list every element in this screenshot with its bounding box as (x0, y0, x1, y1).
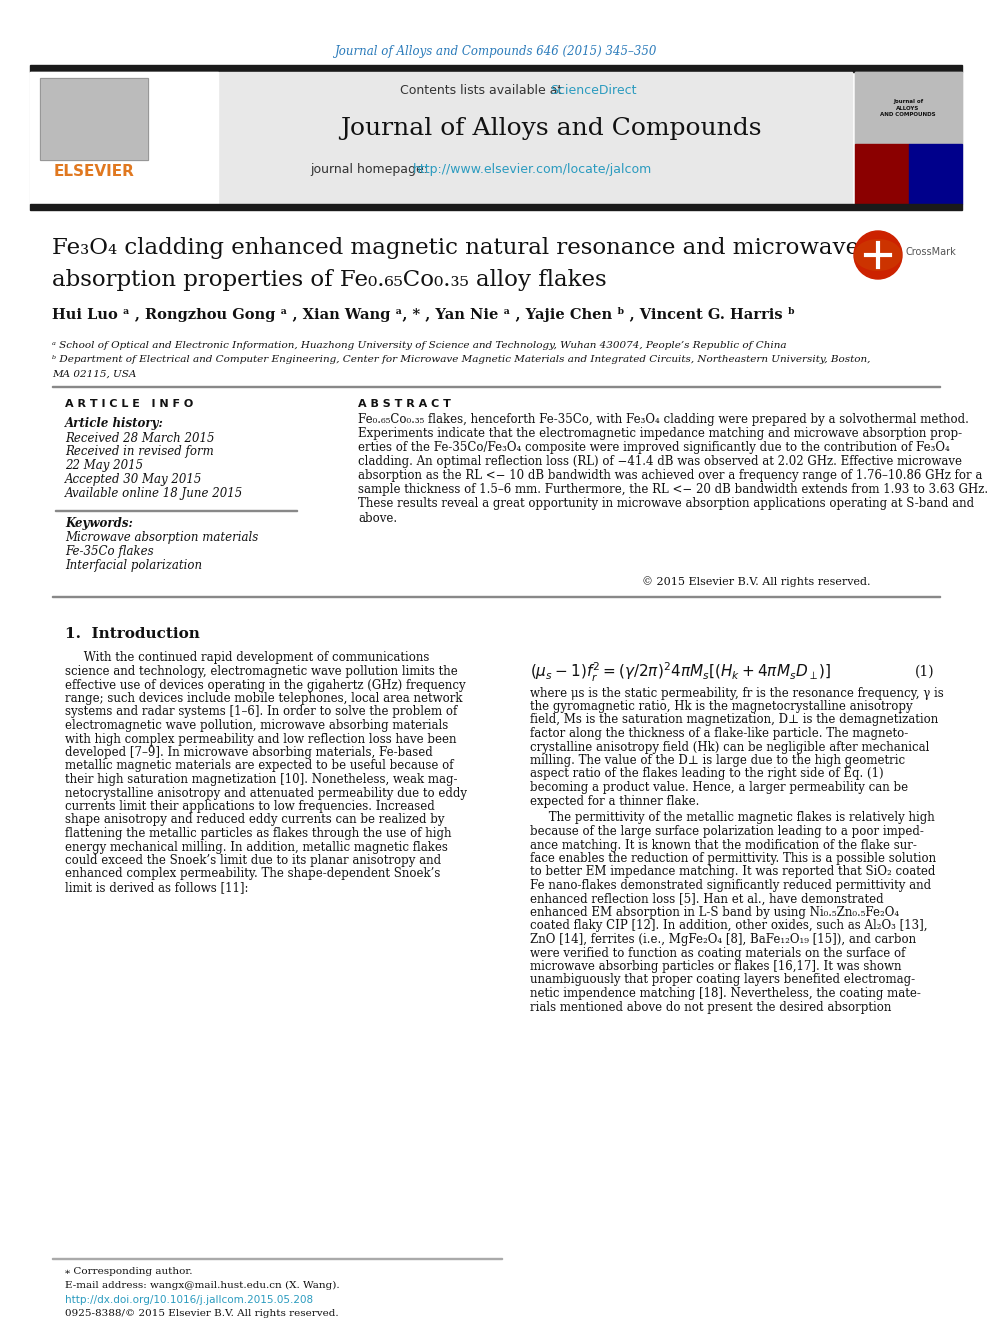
Text: Fe-35Co flakes: Fe-35Co flakes (65, 545, 154, 558)
Text: MA 02115, USA: MA 02115, USA (52, 369, 136, 378)
Text: absorption as the RL <− 10 dB bandwidth was achieved over a frequency range of 1: absorption as the RL <− 10 dB bandwidth … (358, 470, 982, 483)
Text: flattening the metallic particles as flakes through the use of high: flattening the metallic particles as fla… (65, 827, 451, 840)
Text: currents limit their applications to low frequencies. Increased: currents limit their applications to low… (65, 800, 434, 814)
Text: rials mentioned above do not present the desired absorption: rials mentioned above do not present the… (530, 1000, 892, 1013)
Text: Article history:: Article history: (65, 418, 164, 430)
Text: systems and radar systems [1–6]. In order to solve the problem of: systems and radar systems [1–6]. In orde… (65, 705, 457, 718)
Text: with high complex permeability and low reflection loss have been: with high complex permeability and low r… (65, 733, 456, 745)
Text: 0925-8388/© 2015 Elsevier B.V. All rights reserved.: 0925-8388/© 2015 Elsevier B.V. All right… (65, 1308, 338, 1318)
Text: Received in revised form: Received in revised form (65, 446, 213, 459)
Text: metallic magnetic materials are expected to be useful because of: metallic magnetic materials are expected… (65, 759, 453, 773)
Text: sample thickness of 1.5–6 mm. Furthermore, the RL <− 20 dB bandwidth extends fro: sample thickness of 1.5–6 mm. Furthermor… (358, 483, 988, 496)
Bar (30, 71, 218, 204)
Text: Journal of Alloys and Compounds 646 (2015) 345–350: Journal of Alloys and Compounds 646 (201… (335, 45, 657, 58)
Bar (30, 204, 962, 210)
Text: 22 May 2015: 22 May 2015 (65, 459, 143, 472)
Text: ᵇ Department of Electrical and Computer Engineering, Center for Microwave Magnet: ᵇ Department of Electrical and Computer … (52, 356, 870, 365)
Text: coated flaky CIP [12]. In addition, other oxides, such as Al₂O₃ [13],: coated flaky CIP [12]. In addition, othe… (530, 919, 928, 933)
Text: A B S T R A C T: A B S T R A C T (358, 400, 451, 409)
Bar (40, 78, 148, 160)
Text: Hui Luo ᵃ , Rongzhou Gong ᵃ , Xian Wang ᵃ, * , Yan Nie ᵃ , Yajie Chen ᵇ , Vincen: Hui Luo ᵃ , Rongzhou Gong ᵃ , Xian Wang … (52, 307, 795, 323)
Text: erties of the Fe-35Co/Fe₃O₄ composite were improved significantly due to the con: erties of the Fe-35Co/Fe₃O₄ composite we… (358, 442, 949, 455)
Text: ELSEVIER: ELSEVIER (54, 164, 135, 180)
Text: http://www.elsevier.com/locate/jalcom: http://www.elsevier.com/locate/jalcom (413, 164, 653, 176)
Text: ZnO [14], ferrites (i.e., MgFe₂O₄ [8], BaFe₁₂O₁₉ [15]), and carbon: ZnO [14], ferrites (i.e., MgFe₂O₄ [8], B… (530, 933, 917, 946)
Text: netic impendence matching [18]. Nevertheless, the coating mate-: netic impendence matching [18]. Neverthe… (530, 987, 921, 1000)
Text: unambiguously that proper coating layers benefited electromag-: unambiguously that proper coating layers… (530, 974, 916, 987)
Text: above.: above. (358, 512, 397, 524)
Text: face enables the reduction of permittivity. This is a possible solution: face enables the reduction of permittivi… (530, 852, 936, 865)
Text: to better EM impedance matching. It was reported that SiO₂ coated: to better EM impedance matching. It was … (530, 865, 935, 878)
Text: These results reveal a great opportunity in microwave absorption applications op: These results reveal a great opportunity… (358, 497, 974, 511)
Text: Experiments indicate that the electromagnetic impedance matching and microwave a: Experiments indicate that the electromag… (358, 427, 962, 441)
Text: Fe nano-flakes demonstrated significantly reduced permittivity and: Fe nano-flakes demonstrated significantl… (530, 878, 931, 892)
Text: because of the large surface polarization leading to a poor imped-: because of the large surface polarizatio… (530, 826, 924, 837)
Bar (855, 71, 962, 204)
Text: becoming a product value. Hence, a larger permeability can be: becoming a product value. Hence, a large… (530, 781, 908, 794)
Bar (30, 71, 852, 204)
Text: Fe₀.₆₅Co₀.₃₅ flakes, henceforth Fe-35Co, with Fe₃O₄ cladding were prepared by a : Fe₀.₆₅Co₀.₃₅ flakes, henceforth Fe-35Co,… (358, 414, 969, 426)
Text: journal homepage:: journal homepage: (310, 164, 432, 176)
Text: ScienceDirect: ScienceDirect (550, 83, 637, 97)
Text: Fe₃O₄ cladding enhanced magnetic natural resonance and microwave: Fe₃O₄ cladding enhanced magnetic natural… (52, 237, 859, 259)
Text: milling. The value of the D⊥ is large due to the high geometric: milling. The value of the D⊥ is large du… (530, 754, 905, 767)
Text: were verified to function as coating materials on the surface of: were verified to function as coating mat… (530, 946, 906, 959)
Text: expected for a thinner flake.: expected for a thinner flake. (530, 795, 699, 807)
Bar (40, 78, 148, 160)
Bar (855, 71, 962, 144)
Text: Keywords:: Keywords: (65, 517, 133, 531)
Text: E-mail address: wangx@mail.hust.edu.cn (X. Wang).: E-mail address: wangx@mail.hust.edu.cn (… (65, 1281, 339, 1290)
Text: electromagnetic wave pollution, microwave absorbing materials: electromagnetic wave pollution, microwav… (65, 718, 448, 732)
Text: 1.  Introduction: 1. Introduction (65, 627, 199, 642)
Text: cladding. An optimal reflection loss (RL) of −41.4 dB was observed at 2.02 GHz. : cladding. An optimal reflection loss (RL… (358, 455, 962, 468)
Text: With the continued rapid development of communications: With the continued rapid development of … (65, 651, 430, 664)
Text: Available online 18 June 2015: Available online 18 June 2015 (65, 487, 243, 500)
Bar (30, 65, 962, 71)
Text: aspect ratio of the flakes leading to the right side of Eq. (1): aspect ratio of the flakes leading to th… (530, 767, 884, 781)
Text: Received 28 March 2015: Received 28 March 2015 (65, 431, 214, 445)
Text: developed [7–9]. In microwave absorbing materials, Fe-based: developed [7–9]. In microwave absorbing … (65, 746, 433, 759)
Text: ance matching. It is known that the modification of the flake sur-: ance matching. It is known that the modi… (530, 839, 917, 852)
Text: © 2015 Elsevier B.V. All rights reserved.: © 2015 Elsevier B.V. All rights reserved… (642, 577, 870, 587)
Bar (855, 144, 909, 204)
Text: field, Ms is the saturation magnetization, D⊥ is the demagnetization: field, Ms is the saturation magnetizatio… (530, 713, 938, 726)
Text: CrossMark: CrossMark (906, 247, 956, 257)
Text: absorption properties of Fe₀.₆₅Co₀.₃₅ alloy flakes: absorption properties of Fe₀.₆₅Co₀.₃₅ al… (52, 269, 607, 291)
Text: factor along the thickness of a flake-like particle. The magneto-: factor along the thickness of a flake-li… (530, 728, 909, 740)
Text: limit is derived as follows [11]:: limit is derived as follows [11]: (65, 881, 249, 894)
Text: effective use of devices operating in the gigahertz (GHz) frequency: effective use of devices operating in th… (65, 679, 465, 692)
Text: microwave absorbing particles or flakes [16,17]. It was shown: microwave absorbing particles or flakes … (530, 960, 902, 972)
Text: $(\mu_s - 1)f_r^2 = (\gamma/2\pi)^2 4\pi M_s[(H_k + 4\pi M_s D_\perp)]$: $(\mu_s - 1)f_r^2 = (\gamma/2\pi)^2 4\pi… (530, 660, 831, 684)
Text: Journal of
ALLOYS
AND COMPOUNDS: Journal of ALLOYS AND COMPOUNDS (880, 99, 935, 118)
Text: could exceed the Snoek’s limit due to its planar anisotropy and: could exceed the Snoek’s limit due to it… (65, 855, 441, 867)
Text: Contents lists available at: Contents lists available at (400, 83, 566, 97)
Circle shape (854, 232, 902, 279)
Text: A R T I C L E   I N F O: A R T I C L E I N F O (65, 400, 193, 409)
Text: ᵃ School of Optical and Electronic Information, Huazhong University of Science a: ᵃ School of Optical and Electronic Infor… (52, 340, 787, 349)
Text: science and technology, electromagnetic wave pollution limits the: science and technology, electromagnetic … (65, 665, 457, 677)
Text: crystalline anisotropy field (Hk) can be negligible after mechanical: crystalline anisotropy field (Hk) can be… (530, 741, 930, 754)
Text: (1): (1) (916, 665, 935, 679)
Text: enhanced EM absorption in L-S band by using Ni₀.₅Zn₀.₅Fe₂O₄: enhanced EM absorption in L-S band by us… (530, 906, 899, 919)
Text: Interfacial polarization: Interfacial polarization (65, 560, 202, 573)
Text: range; such devices include mobile telephones, local area network: range; such devices include mobile telep… (65, 692, 462, 705)
Text: the gyromagnetic ratio, Hk is the magnetocrystalline anisotropy: the gyromagnetic ratio, Hk is the magnet… (530, 700, 913, 713)
Text: http://dx.doi.org/10.1016/j.jallcom.2015.05.208: http://dx.doi.org/10.1016/j.jallcom.2015… (65, 1295, 313, 1304)
Text: Accepted 30 May 2015: Accepted 30 May 2015 (65, 474, 202, 487)
Text: Journal of Alloys and Compounds: Journal of Alloys and Compounds (340, 116, 762, 139)
Ellipse shape (854, 239, 902, 271)
Bar (909, 144, 962, 204)
Text: netocrystalline anisotropy and attenuated permeability due to eddy: netocrystalline anisotropy and attenuate… (65, 786, 467, 799)
Text: Microwave absorption materials: Microwave absorption materials (65, 532, 258, 545)
Text: where μs is the static permeability, fr is the resonance frequency, γ is: where μs is the static permeability, fr … (530, 687, 943, 700)
Text: ⁎ Corresponding author.: ⁎ Corresponding author. (65, 1267, 192, 1277)
Text: enhanced complex permeability. The shape-dependent Snoek’s: enhanced complex permeability. The shape… (65, 868, 440, 881)
Text: energy mechanical milling. In addition, metallic magnetic flakes: energy mechanical milling. In addition, … (65, 840, 447, 853)
Text: The permittivity of the metallic magnetic flakes is relatively high: The permittivity of the metallic magneti… (530, 811, 934, 824)
Text: their high saturation magnetization [10]. Nonetheless, weak mag-: their high saturation magnetization [10]… (65, 773, 457, 786)
Text: enhanced reflection loss [5]. Han et al., have demonstrated: enhanced reflection loss [5]. Han et al.… (530, 893, 884, 905)
Text: shape anisotropy and reduced eddy currents can be realized by: shape anisotropy and reduced eddy curren… (65, 814, 444, 827)
